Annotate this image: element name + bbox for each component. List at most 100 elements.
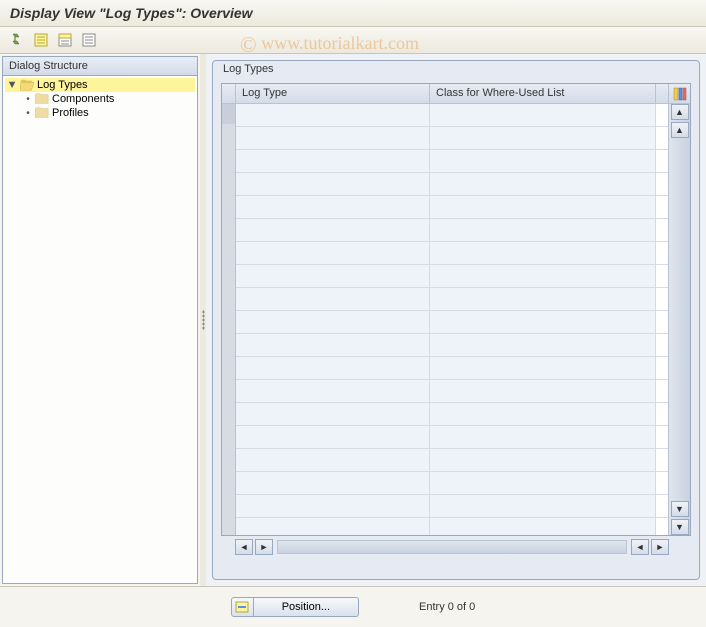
table-cell[interactable]	[430, 196, 656, 218]
tree-collapse-icon[interactable]: ▼	[7, 79, 17, 91]
table-cell[interactable]	[236, 495, 430, 517]
table-cell[interactable]	[236, 334, 430, 356]
toolbar	[0, 27, 706, 54]
position-icon	[232, 598, 254, 616]
row-header[interactable]	[222, 123, 235, 124]
table-cell[interactable]	[236, 426, 430, 448]
table-cell[interactable]	[236, 196, 430, 218]
deselect-all-icon[interactable]	[80, 31, 98, 49]
table-config-icon[interactable]	[669, 84, 690, 104]
tree-bullet-icon: •	[24, 94, 32, 105]
table-row[interactable]	[236, 173, 668, 196]
tree-body: ▼ Log Types • Components • Profiles	[3, 76, 197, 583]
table-cell[interactable]	[430, 265, 656, 287]
scroll-down-icon[interactable]: ▼	[671, 519, 689, 535]
table-row[interactable]	[236, 196, 668, 219]
table-cell[interactable]	[430, 173, 656, 195]
table-cell[interactable]	[236, 242, 430, 264]
horizontal-scrollbar[interactable]: ◄ ► ◄ ►	[221, 538, 691, 556]
table-cell[interactable]	[430, 380, 656, 402]
scroll-left-icon[interactable]: ◄	[235, 539, 253, 555]
table-cell[interactable]	[430, 334, 656, 356]
select-all-icon[interactable]	[32, 31, 50, 49]
table-row[interactable]	[236, 127, 668, 150]
tree-node-components[interactable]: • Components	[5, 92, 195, 106]
table-cell[interactable]	[430, 449, 656, 471]
table-row[interactable]	[236, 334, 668, 357]
tree-node-label: Components	[52, 93, 114, 105]
table-row[interactable]	[236, 242, 668, 265]
table-cell[interactable]	[236, 472, 430, 494]
table-row[interactable]	[236, 265, 668, 288]
tree-node-profiles[interactable]: • Profiles	[5, 106, 195, 120]
table-cell[interactable]	[430, 311, 656, 333]
table-cell[interactable]	[236, 357, 430, 379]
grid-body	[236, 104, 668, 535]
entry-counter: Entry 0 of 0	[419, 601, 475, 613]
table-row[interactable]	[236, 403, 668, 426]
footer: Position... Entry 0 of 0	[0, 586, 706, 626]
table-cell[interactable]	[236, 518, 430, 535]
row-header-column	[222, 84, 236, 535]
table-cell[interactable]	[236, 449, 430, 471]
table-row[interactable]	[236, 288, 668, 311]
table-cell[interactable]	[236, 104, 430, 126]
scroll-up-icon[interactable]: ▲	[671, 122, 689, 138]
table-row[interactable]	[236, 380, 668, 403]
table-group: Log Types Log Type Class for Where-Used …	[212, 60, 700, 580]
select-block-icon[interactable]	[56, 31, 74, 49]
table-row[interactable]	[236, 357, 668, 380]
table-row[interactable]	[236, 219, 668, 242]
table-cell[interactable]	[430, 403, 656, 425]
page-title: Display View "Log Types": Overview	[0, 0, 706, 27]
tree-node-log-types[interactable]: ▼ Log Types	[5, 78, 195, 92]
table-row[interactable]	[236, 150, 668, 173]
table-cell[interactable]	[430, 472, 656, 494]
table-row[interactable]	[236, 311, 668, 334]
table-group-title: Log Types	[221, 63, 276, 75]
table-cell[interactable]	[430, 242, 656, 264]
column-headers: Log Type Class for Where-Used List	[236, 84, 668, 104]
table-row[interactable]	[236, 472, 668, 495]
table-row[interactable]	[236, 495, 668, 518]
table-cell[interactable]	[430, 219, 656, 241]
data-table: Log Type Class for Where-Used List ▲ ▲	[221, 83, 691, 536]
table-cell[interactable]	[236, 265, 430, 287]
table-cell[interactable]	[430, 288, 656, 310]
column-header-class[interactable]: Class for Where-Used List	[430, 84, 656, 103]
table-cell[interactable]	[236, 311, 430, 333]
table-row[interactable]	[236, 518, 668, 535]
scroll-up-icon[interactable]: ▲	[671, 104, 689, 120]
position-button[interactable]: Position...	[231, 597, 359, 617]
scroll-right-icon[interactable]: ►	[651, 539, 669, 555]
table-cell[interactable]	[236, 150, 430, 172]
position-button-label: Position...	[254, 601, 358, 613]
main-area: Dialog Structure ▼ Log Types • Component…	[0, 54, 706, 586]
scroll-left-icon[interactable]: ◄	[631, 539, 649, 555]
table-cell[interactable]	[430, 127, 656, 149]
table-cell[interactable]	[236, 380, 430, 402]
table-row[interactable]	[236, 104, 668, 127]
table-cell[interactable]	[236, 173, 430, 195]
column-header-log-type[interactable]: Log Type	[236, 84, 430, 103]
content-panel: Log Types Log Type Class for Where-Used …	[206, 54, 706, 586]
table-row[interactable]	[236, 426, 668, 449]
vertical-scrollbar[interactable]: ▲ ▲ ▼ ▼	[669, 104, 690, 535]
table-cell[interactable]	[430, 150, 656, 172]
table-cell[interactable]	[430, 518, 656, 535]
expand-hierarchy-icon[interactable]	[8, 31, 26, 49]
folder-open-icon	[20, 79, 34, 91]
tree-node-label: Profiles	[52, 107, 89, 119]
table-cell[interactable]	[430, 426, 656, 448]
table-cell[interactable]	[430, 495, 656, 517]
table-cell[interactable]	[236, 219, 430, 241]
table-cell[interactable]	[236, 127, 430, 149]
table-cell[interactable]	[236, 403, 430, 425]
table-cell[interactable]	[236, 288, 430, 310]
scroll-down-icon[interactable]: ▼	[671, 501, 689, 517]
table-cell[interactable]	[430, 357, 656, 379]
tree-bullet-icon: •	[24, 108, 32, 119]
scroll-right-icon[interactable]: ►	[255, 539, 273, 555]
table-row[interactable]	[236, 449, 668, 472]
table-cell[interactable]	[430, 104, 656, 126]
